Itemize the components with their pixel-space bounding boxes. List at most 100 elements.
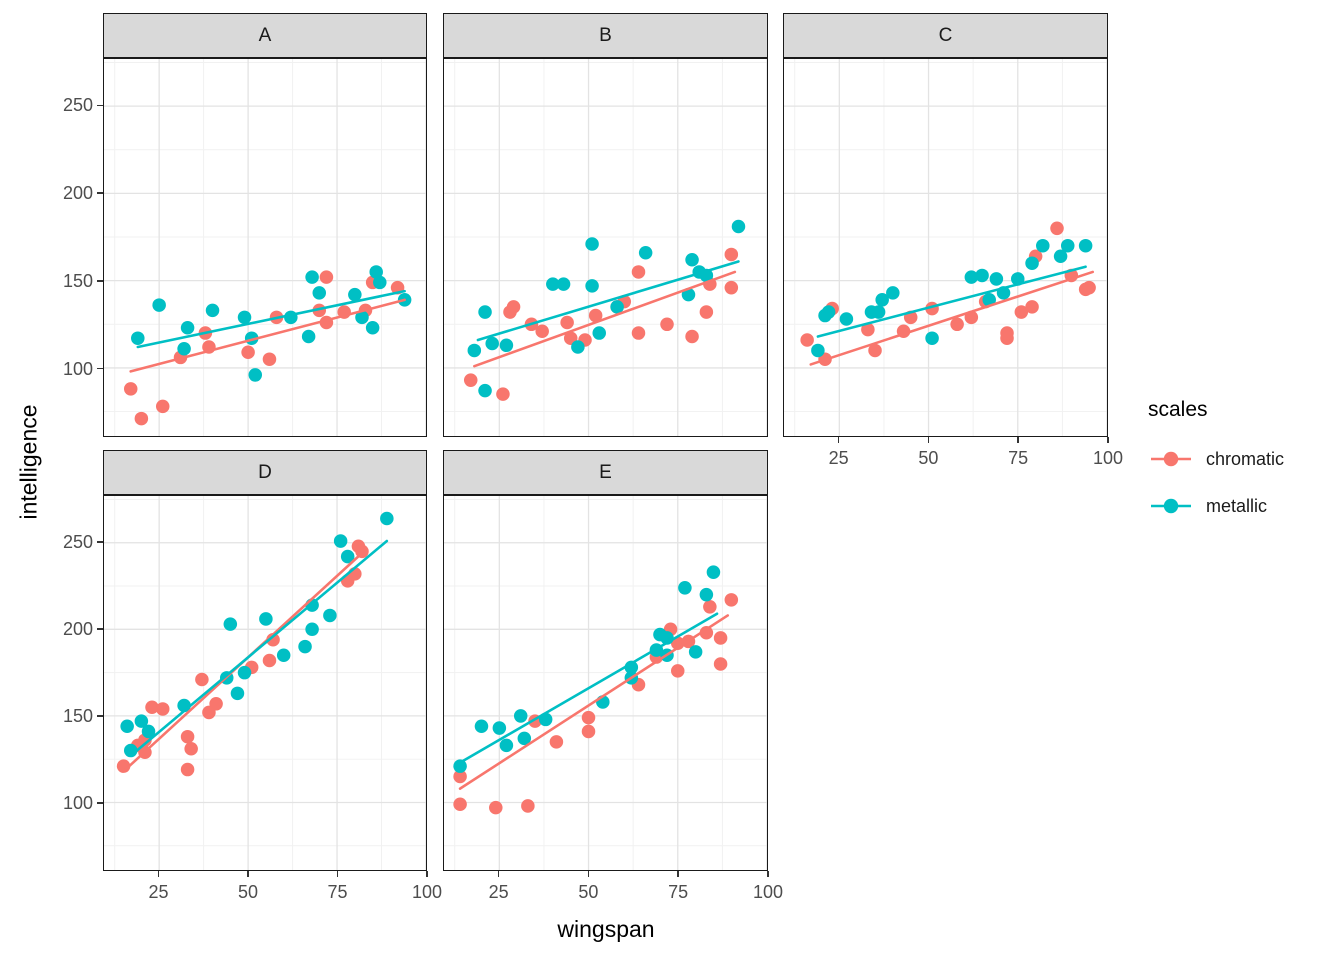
data-point-metallic [340, 549, 355, 564]
facet-panel-c [783, 58, 1108, 437]
y-tick-mark [97, 104, 103, 107]
facet-strip-label: B [599, 24, 612, 46]
data-point-chromatic [581, 724, 596, 739]
y-tick-label: 250 [62, 532, 93, 552]
data-point-metallic [120, 719, 134, 734]
panel-canvas [444, 496, 767, 870]
x-tick-label: 50 [237, 882, 259, 902]
data-point-chromatic [724, 280, 739, 295]
data-point-metallic [1078, 238, 1093, 253]
facet-strip-e: E [443, 450, 768, 495]
legend-label-metallic: metallic [1206, 495, 1268, 516]
y-tick-mark [97, 367, 103, 370]
data-point-metallic [380, 511, 394, 526]
data-point-metallic [964, 270, 979, 284]
data-point-metallic [478, 305, 492, 319]
data-point-metallic [284, 310, 298, 325]
data-point-chromatic [155, 702, 170, 716]
x-tick-mark [247, 871, 249, 877]
data-point-metallic [678, 581, 692, 595]
data-point-metallic [474, 719, 489, 734]
data-point-metallic [348, 287, 362, 302]
y-tick-label: 200 [62, 619, 93, 639]
trend-line-chromatic [129, 298, 406, 373]
data-point-metallic [373, 275, 387, 290]
data-point-chromatic [549, 735, 564, 749]
data-point-chromatic [1014, 305, 1029, 319]
y-tick-label: 250 [62, 95, 93, 116]
data-point-chromatic [195, 672, 209, 687]
y-tick-label: 100 [62, 358, 93, 379]
facet-strip-c: C [783, 13, 1108, 58]
y-tick-mark [97, 541, 103, 543]
data-point-metallic [141, 724, 156, 739]
data-point-chromatic [180, 762, 195, 777]
facet-strip-label: A [258, 24, 272, 46]
y-axis-title: intelligence [15, 404, 42, 520]
x-tick-label: 50 [918, 448, 939, 468]
legend-entry-metallic: metallic [1148, 491, 1284, 521]
data-point-metallic [305, 622, 319, 637]
data-point-metallic [134, 714, 149, 728]
data-point-metallic [230, 686, 245, 701]
data-point-metallic [638, 246, 653, 260]
data-point-metallic [699, 587, 714, 602]
data-point-chromatic [699, 305, 714, 319]
data-point-metallic [731, 219, 746, 234]
x-tick-mark [497, 871, 500, 877]
data-point-metallic [492, 721, 507, 735]
data-point-metallic [821, 305, 836, 319]
data-point-chromatic [463, 373, 478, 387]
x-tick-label: 75 [327, 882, 348, 902]
x-tick-mark [677, 871, 679, 877]
data-point-chromatic [631, 326, 646, 340]
legend-title: scales [1148, 398, 1208, 421]
data-point-chromatic [1000, 326, 1014, 340]
data-point-chromatic [699, 626, 714, 640]
x-tick-mark [1107, 437, 1109, 443]
data-point-chromatic [453, 797, 467, 812]
data-point-chromatic [145, 700, 159, 715]
data-point-chromatic [713, 631, 728, 645]
x-tick-mark [1017, 437, 1019, 443]
data-point-metallic [453, 759, 467, 773]
data-point-chromatic [155, 399, 170, 414]
data-point-metallic [571, 340, 585, 354]
x-tick-mark [587, 871, 590, 877]
data-point-metallic [839, 312, 854, 326]
legend-entry-chromatic: chromatic [1148, 444, 1284, 474]
data-point-metallic [365, 321, 380, 335]
data-point-metallic [1053, 249, 1068, 264]
data-point-chromatic [489, 800, 503, 815]
y-tick-mark [97, 715, 103, 717]
data-point-metallic [312, 286, 327, 300]
data-point-metallic [333, 534, 348, 548]
data-point-chromatic [685, 329, 699, 344]
data-point-metallic [131, 331, 145, 345]
data-point-metallic [875, 293, 889, 307]
x-tick-label: 100 [411, 882, 443, 902]
panel-canvas [104, 59, 426, 436]
x-tick-label: 100 [1092, 448, 1124, 468]
metallic-key-icon [1151, 498, 1191, 514]
data-point-metallic [223, 617, 238, 631]
data-point-metallic [248, 368, 263, 382]
data-point-chromatic [319, 270, 334, 284]
trend-line-metallic [476, 260, 740, 342]
x-tick-label: 25 [488, 882, 509, 902]
data-point-metallic [499, 738, 514, 753]
facet-panel-e [443, 495, 768, 871]
data-point-metallic [610, 300, 624, 314]
data-point-chromatic [262, 352, 277, 366]
data-point-chromatic [453, 769, 467, 784]
facet-panel-d [103, 495, 427, 871]
data-point-metallic [546, 277, 560, 291]
data-point-metallic [369, 265, 383, 279]
data-point-chromatic [262, 653, 277, 668]
data-point-metallic [237, 665, 252, 680]
data-point-metallic [355, 310, 369, 325]
data-point-metallic [305, 270, 319, 284]
facet-panel-b [443, 58, 768, 437]
y-tick-mark [97, 802, 103, 804]
data-point-chromatic [660, 317, 674, 332]
